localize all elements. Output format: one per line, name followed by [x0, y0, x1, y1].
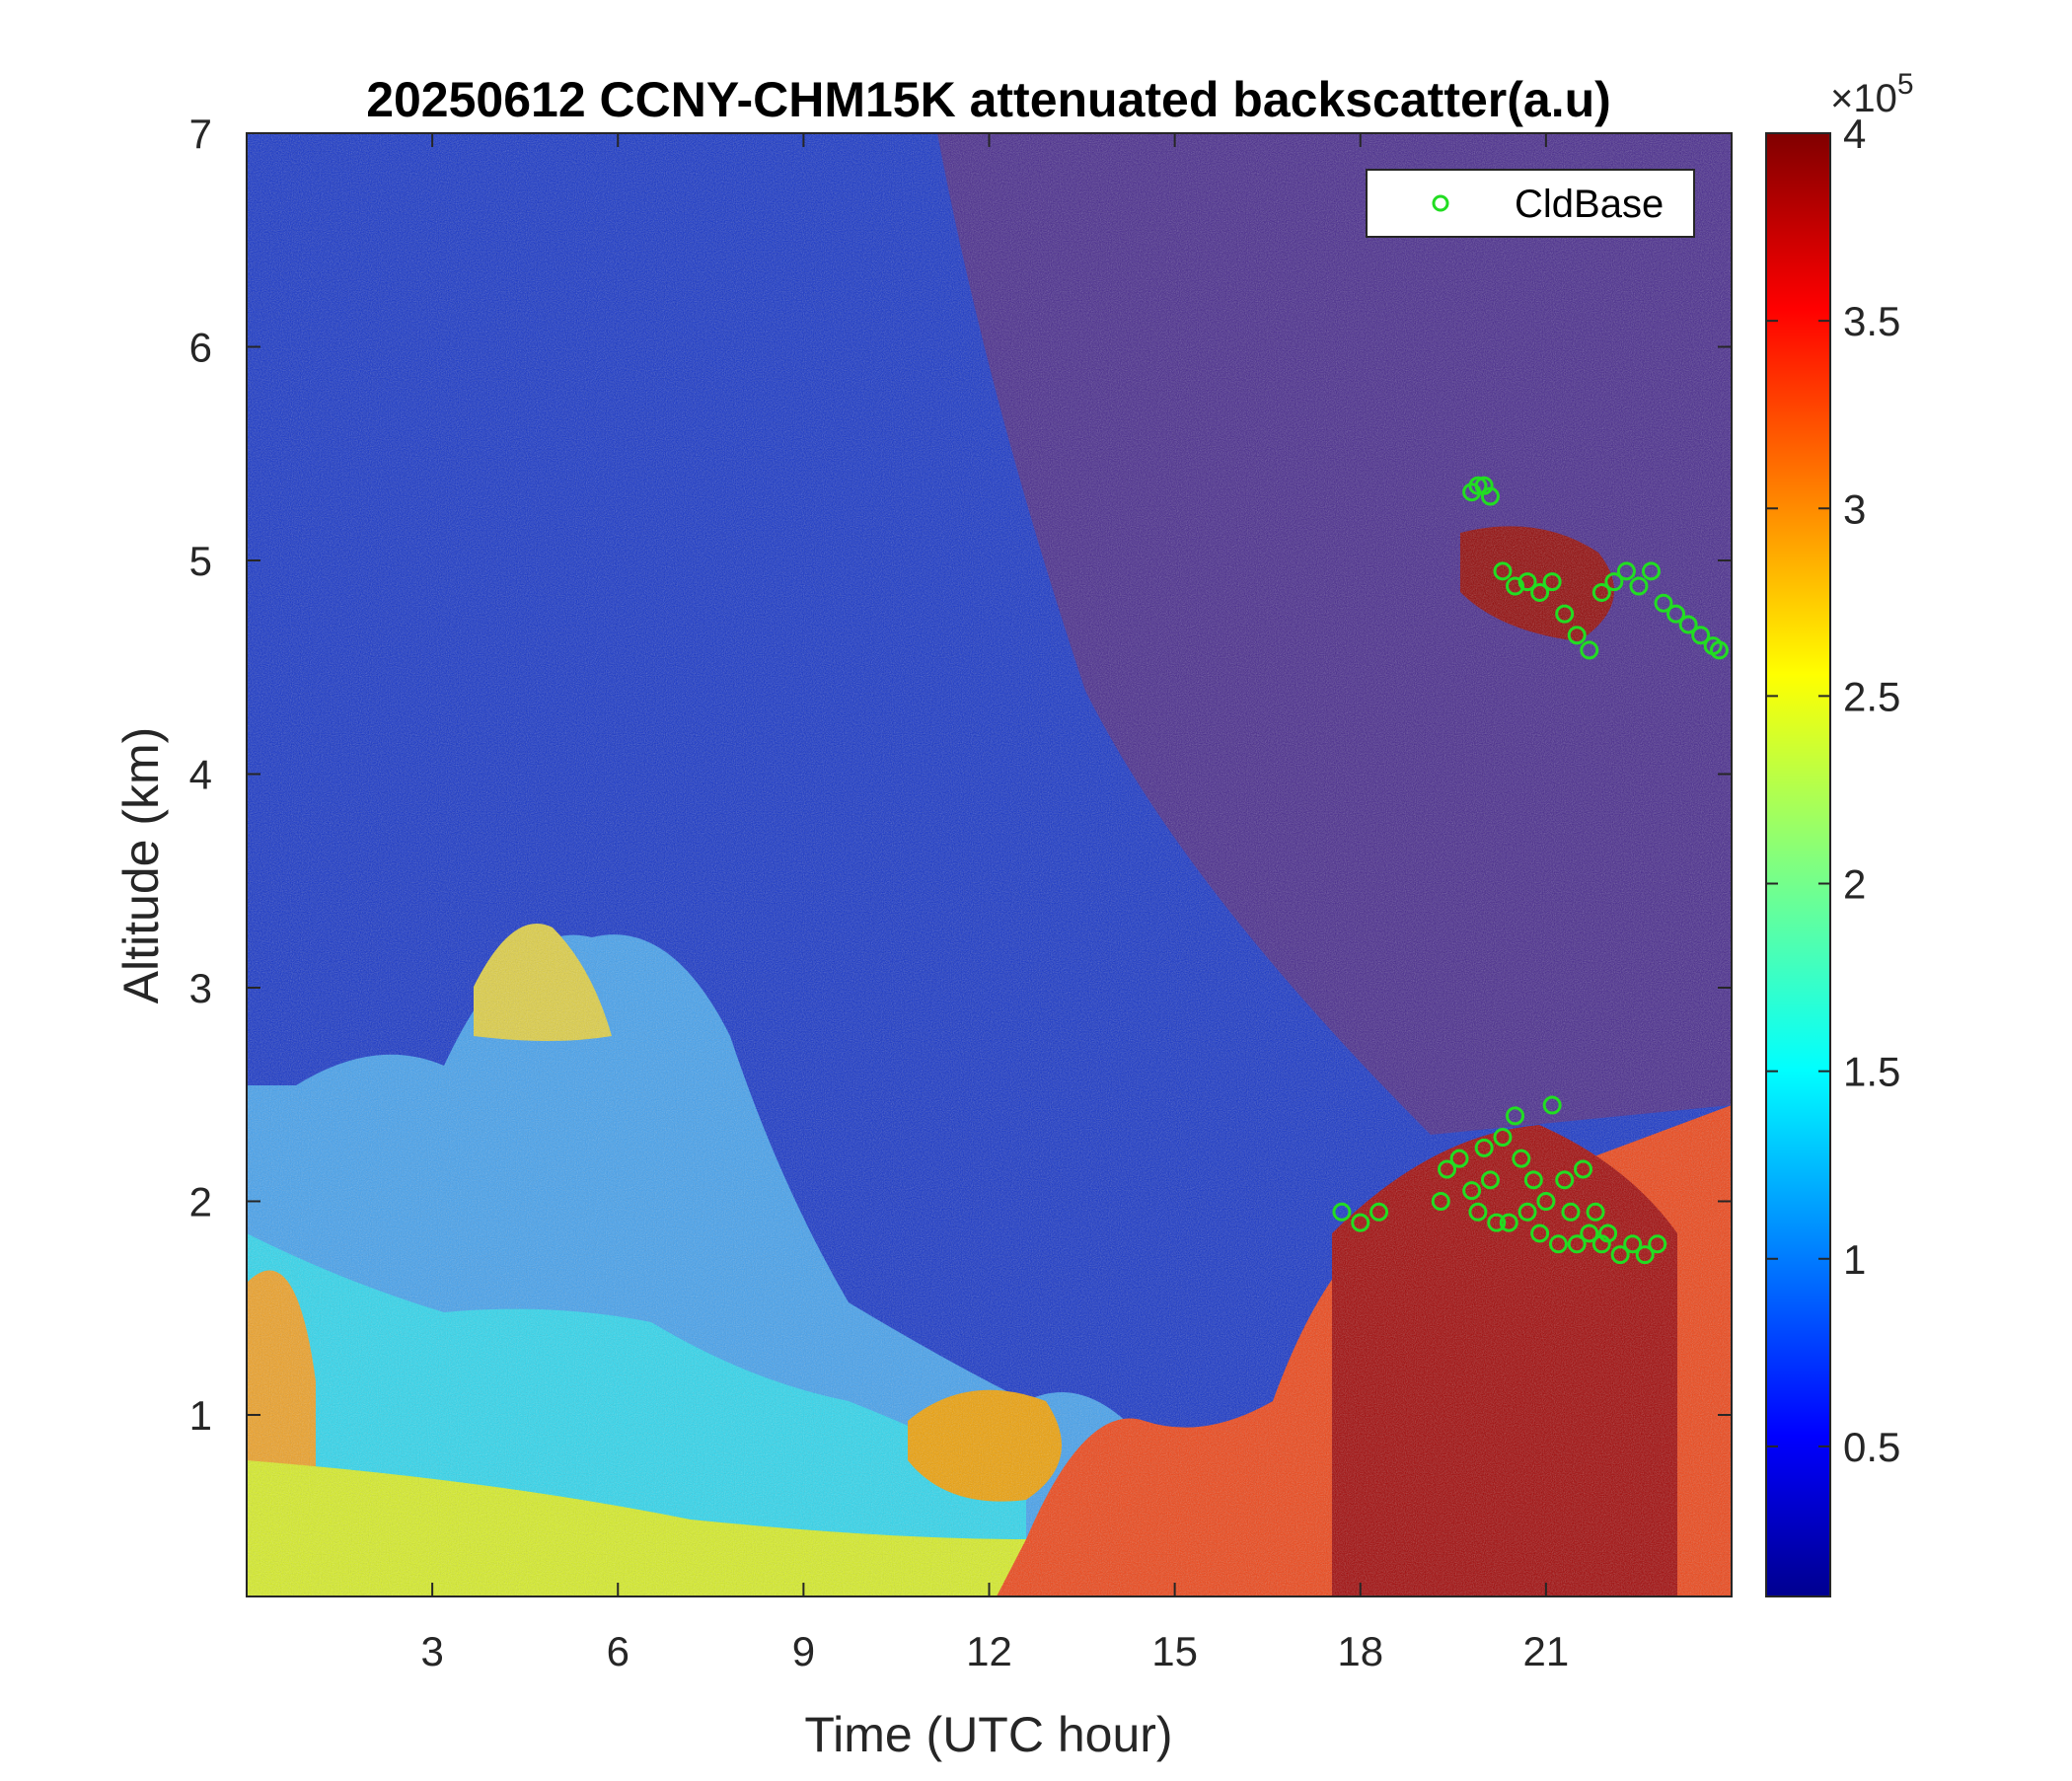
cldbase-point [1351, 1213, 1370, 1232]
cldbase-point [1654, 593, 1673, 613]
x-axis-label: Time (UTC hour) [804, 1707, 1172, 1762]
legend-marker-icon [1432, 194, 1449, 212]
y-tick-label: 1 [189, 1392, 212, 1439]
cldbase-point [1604, 572, 1624, 592]
cldbase-point [1616, 561, 1636, 581]
cldbase-point [1530, 1224, 1550, 1243]
cldbase-point [1598, 1224, 1618, 1243]
colorbar-tick-label: 3.5 [1843, 298, 1900, 344]
legend-label-cldbase: CldBase [1515, 183, 1664, 226]
x-tick-label: 9 [792, 1628, 815, 1674]
cldbase-point [1523, 1170, 1543, 1190]
y-tick-label: 4 [189, 751, 212, 797]
cldbase-point [1438, 1159, 1457, 1179]
chart-title: 20250612 CCNY-CHM15K attenuated backscat… [366, 72, 1611, 127]
colorbar: 0.5 1 1.5 2 2.5 3 3.5 4 ×105 [1765, 68, 1914, 1597]
cldbase-point [1709, 640, 1729, 660]
cldbase-series [1332, 476, 1729, 1265]
cldbase-point [1536, 1191, 1556, 1211]
cldbase-point [1623, 1234, 1643, 1254]
cldbase-point [1480, 486, 1500, 506]
y-tick-label: 5 [189, 538, 212, 584]
x-tick-label: 12 [966, 1628, 1012, 1674]
heatmap-noise [247, 133, 1732, 1596]
x-axis-ticks: 3 6 9 12 15 18 21 [420, 133, 1569, 1674]
cldbase-point [1493, 561, 1513, 581]
x-tick-label: 21 [1523, 1628, 1570, 1674]
colorbar-tick-label: 1.5 [1843, 1049, 1900, 1095]
colorbar-tick-label: 2 [1843, 861, 1866, 908]
cldbase-point [1678, 615, 1698, 634]
y-tick-label: 7 [189, 111, 212, 157]
cldbase-point [1499, 1213, 1518, 1232]
cldbase-point [1574, 1159, 1592, 1179]
y-tick-label: 2 [189, 1178, 212, 1224]
y-tick-label: 6 [189, 324, 212, 370]
cldbase-point [1462, 1181, 1482, 1201]
cldbase-point [1468, 1202, 1488, 1222]
cldbase-point [1555, 604, 1575, 624]
cldbase-point [1493, 1128, 1513, 1148]
y-axis-label: Altitude (km) [113, 727, 169, 1004]
y-axis-ticks: 1 2 3 4 5 6 7 [189, 111, 1732, 1439]
cldbase-point [1480, 1170, 1500, 1190]
cldbase-point [1586, 1202, 1605, 1222]
legend-box [1366, 169, 1695, 238]
cldbase-point [1506, 576, 1525, 596]
cldbase-point [1561, 1202, 1581, 1222]
cldbase-point [1641, 561, 1661, 581]
cldbase-point [1517, 1202, 1537, 1222]
colorbar-tick-label: 1 [1843, 1236, 1866, 1283]
x-tick-label: 18 [1337, 1628, 1383, 1674]
cldbase-point [1548, 1234, 1568, 1254]
colorbar-tick-label: 2.5 [1843, 673, 1900, 719]
colorbar-tick-label: 3 [1843, 485, 1866, 532]
cldbase-point [1517, 572, 1537, 592]
cldbase-point [1474, 1138, 1494, 1157]
cldbase-point [1629, 576, 1649, 596]
cldbase-point [1431, 1191, 1450, 1211]
cldbase-point [1512, 1149, 1531, 1168]
cldbase-point [1567, 626, 1587, 645]
cldbase-point [1530, 582, 1550, 602]
cldbase-point [1555, 1170, 1575, 1190]
cldbase-point [1567, 1234, 1587, 1254]
colorbar-frame [1765, 132, 1831, 1597]
cldbase-point [1648, 1234, 1667, 1254]
cldbase-point [1580, 1224, 1599, 1243]
cldbase-point [1580, 640, 1599, 660]
legend: CldBase [1366, 169, 1695, 238]
x-tick-label: 15 [1151, 1628, 1198, 1674]
x-tick-label: 3 [420, 1628, 443, 1674]
y-tick-label: 3 [189, 965, 212, 1011]
cldbase-point [1332, 1202, 1352, 1222]
cldbase-point [1487, 1213, 1507, 1232]
heatmap [247, 133, 1732, 1596]
cldbase-point [1691, 626, 1711, 645]
colorbar-exponent: ×105 [1830, 68, 1914, 120]
cldbase-point [1369, 1202, 1389, 1222]
cldbase-point [1635, 1245, 1655, 1265]
x-tick-label: 6 [607, 1628, 629, 1674]
cldbase-point [1468, 476, 1488, 495]
colorbar-tick-label: 4 [1843, 111, 1866, 157]
colorbar-tick-label: 0.5 [1843, 1424, 1900, 1470]
colorbar-gradient [1766, 133, 1830, 1596]
cldbase-point [1666, 604, 1686, 624]
cldbase-point [1610, 1245, 1630, 1265]
cldbase-point [1449, 1149, 1469, 1168]
cldbase-point [1506, 1106, 1525, 1126]
cldbase-point [1542, 1095, 1562, 1115]
cldbase-point [1591, 582, 1611, 602]
colorbar-ticks: 0.5 1 1.5 2 2.5 3 3.5 4 [1766, 111, 1900, 1470]
cldbase-point [1542, 572, 1562, 592]
